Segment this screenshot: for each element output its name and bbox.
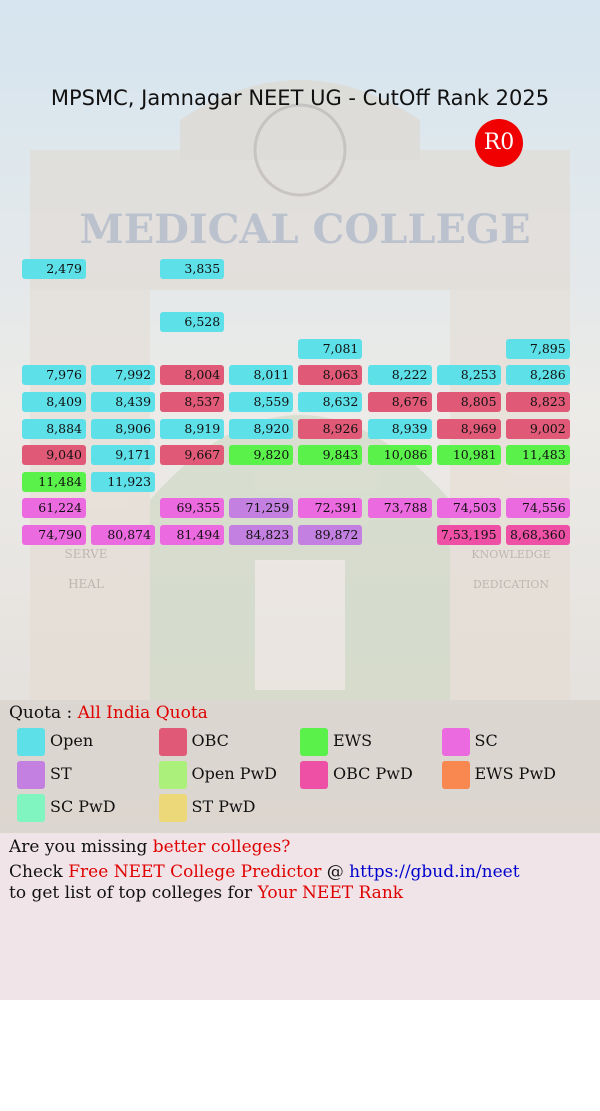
title: MPSMC, Jamnagar NEET UG - CutOff Rank 20…	[50, 86, 550, 110]
legend-swatch	[158, 728, 187, 756]
cutoff-cell: 7,976	[22, 365, 86, 386]
cutoff-cell: 7,081	[298, 338, 363, 359]
cutoff-cell: 8,68,360	[505, 525, 570, 545]
legend-swatch	[17, 761, 45, 789]
gate-word: SERVE	[64, 547, 107, 561]
legend-label: SC PwD	[50, 797, 116, 816]
gate-word: KNOWLEDGE	[471, 548, 550, 561]
highlight: Your NEET Rank	[257, 883, 404, 903]
cutoff-cell: 10,981	[436, 445, 501, 466]
legend-swatch	[441, 761, 470, 789]
cutoff-cell: 74,790	[22, 525, 86, 545]
cutoff-cell: 8,884	[22, 418, 86, 439]
legend-label: ST PwD	[191, 797, 256, 816]
gate-word: DEDICATION	[473, 578, 549, 591]
legend-label: EWS PwD	[474, 764, 556, 783]
cutoff-cell: 7,53,195	[436, 525, 501, 545]
cutoff-cell: 11,923	[91, 471, 156, 492]
cutoff-cell: 8,969	[436, 418, 501, 439]
sign: MEDICAL COLLEGE	[79, 206, 530, 253]
legend-label: SC	[474, 731, 498, 750]
quota-line: Quota : All India Quota	[9, 703, 208, 723]
legend-label: OBC	[191, 731, 229, 750]
cutoff-cell: 71,259	[229, 498, 294, 519]
legend-swatch	[300, 761, 328, 789]
legend-label: ST	[50, 764, 72, 783]
url[interactable]: https://gbud.in/neet	[349, 862, 520, 882]
highlight: better colleges?	[152, 837, 291, 857]
text: Check	[9, 862, 69, 882]
link[interactable]: Free NEET College Predictor	[68, 862, 322, 882]
cutoff-cell: 6,528	[160, 312, 225, 333]
cutoff-cell: 80,874	[91, 525, 156, 545]
legend-swatch	[158, 761, 187, 789]
legend-label: OBC PwD	[333, 764, 413, 783]
legend-label: EWS	[333, 731, 373, 750]
gate-word: HEAL	[68, 577, 104, 591]
cutoff-cell: 84,823	[229, 525, 294, 545]
cutoff-cell: 8,559	[229, 392, 294, 412]
cutoff-cell: 8,409	[22, 392, 86, 412]
cutoff-cell: 8,253	[436, 365, 501, 386]
text: Are you missing	[9, 837, 153, 857]
legend-swatch	[441, 728, 470, 756]
cutoff-cell: 8,676	[367, 392, 432, 412]
text: @	[321, 862, 350, 882]
cutoff-cell: 9,843	[298, 445, 363, 466]
legend-swatch	[158, 794, 187, 822]
cutoff-cell: 9,040	[22, 445, 86, 466]
cutoff-cell: 61,224	[22, 498, 86, 519]
footer-line: Check Free NEET College Predictor @ http…	[9, 862, 520, 882]
cutoff-cell: 9,171	[91, 445, 156, 466]
legend-swatch	[300, 728, 328, 756]
cutoff-cell: 8,906	[91, 418, 156, 439]
cutoff-cell: 9,667	[160, 445, 225, 466]
footer-line: Are you missing better colleges?	[9, 837, 290, 857]
cutoff-cell: 8,920	[229, 418, 294, 439]
cutoff-cell: 7,895	[505, 338, 570, 359]
cutoff-cell: 8,939	[367, 418, 432, 439]
cutoff-cell: 2,479	[22, 259, 86, 279]
legend-label: Open	[50, 731, 94, 750]
cutoff-cell: 8,823	[505, 392, 570, 412]
cutoff-cell: 8,439	[91, 392, 156, 412]
cutoff-cell: 7,992	[91, 365, 156, 386]
cutoff-cell: 11,483	[505, 445, 570, 466]
cutoff-cell: 9,820	[229, 445, 294, 466]
quota-label: Quota :	[9, 703, 78, 723]
legend-label: Open PwD	[191, 764, 278, 783]
cutoff-cell: 8,011	[229, 365, 294, 386]
quota-value: All India Quota	[77, 703, 208, 723]
legend-swatch	[17, 728, 45, 756]
cutoff-cell: 8,632	[298, 392, 363, 412]
cutoff-cell: 73,788	[367, 498, 432, 519]
cutoff-cell: 69,355	[160, 498, 225, 519]
cutoff-cell: 8,286	[505, 365, 570, 386]
round-badge: R0	[475, 119, 523, 167]
footer: Are you missing better colleges? Check F…	[0, 833, 600, 1000]
cutoff-cell: 74,503	[436, 498, 501, 519]
cutoff-cell: 89,872	[298, 525, 363, 545]
cutoff-cell: 72,391	[298, 498, 363, 519]
cutoff-cell: 3,835	[160, 259, 225, 279]
cutoff-cell: 74,556	[505, 498, 570, 519]
cutoff-cell: 8,919	[160, 418, 225, 439]
footer-line: to get list of top colleges for Your NEE…	[9, 883, 403, 903]
cutoff-cell: 8,222	[367, 365, 432, 386]
cutoff-cell: 81,494	[160, 525, 225, 545]
cutoff-cell: 9,002	[505, 418, 570, 439]
cutoff-cell: 8,537	[160, 392, 225, 412]
cutoff-cell: 8,926	[298, 418, 363, 439]
text: to get list of top colleges for	[9, 883, 258, 903]
cutoff-cell: 8,063	[298, 365, 363, 386]
legend-swatch	[17, 794, 45, 822]
cutoff-cell: 10,086	[367, 445, 432, 466]
cutoff-cell: 8,805	[436, 392, 501, 412]
cutoff-cell: 8,004	[160, 365, 225, 386]
cutoff-cell: 11,484	[22, 471, 86, 492]
